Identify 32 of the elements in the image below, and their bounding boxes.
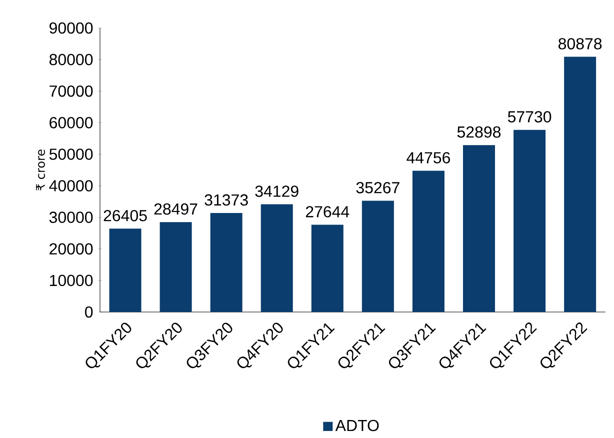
legend-label: ADTO bbox=[335, 420, 379, 431]
bar bbox=[160, 222, 192, 312]
data-label: 52898 bbox=[457, 126, 501, 138]
data-label: 80878 bbox=[558, 38, 602, 50]
y-tick-label: 70000 bbox=[50, 85, 93, 97]
y-tick-label: 30000 bbox=[49, 212, 93, 223]
bar bbox=[109, 228, 142, 312]
y-tick-label: 80000 bbox=[49, 54, 93, 66]
y-tick-label: 0 bbox=[85, 306, 93, 318]
y-tick-label: 10000 bbox=[50, 274, 93, 286]
y-tick-label: 20000 bbox=[50, 243, 93, 254]
bar bbox=[311, 224, 344, 312]
bar bbox=[210, 212, 242, 312]
data-label: 44756 bbox=[406, 152, 450, 164]
data-label: 34129 bbox=[255, 185, 298, 197]
bar bbox=[564, 56, 596, 312]
data-label: 27644 bbox=[306, 206, 350, 218]
data-label: 31373 bbox=[204, 194, 248, 206]
y-axis-title: ₹ crore bbox=[36, 149, 45, 190]
y-tick-label: 90000 bbox=[50, 22, 93, 34]
data-label: 26405 bbox=[104, 210, 147, 222]
bar bbox=[362, 200, 394, 312]
bar bbox=[463, 144, 496, 312]
bar bbox=[514, 130, 546, 312]
y-tick-label: 60000 bbox=[50, 116, 93, 128]
data-label: 28497 bbox=[154, 203, 198, 215]
data-label: 35267 bbox=[356, 182, 400, 194]
data-label: 57730 bbox=[508, 110, 552, 122]
bar bbox=[412, 170, 444, 312]
bar bbox=[260, 204, 293, 312]
y-tick-label: 50000 bbox=[49, 148, 93, 160]
y-tick-label: 40000 bbox=[49, 180, 93, 192]
